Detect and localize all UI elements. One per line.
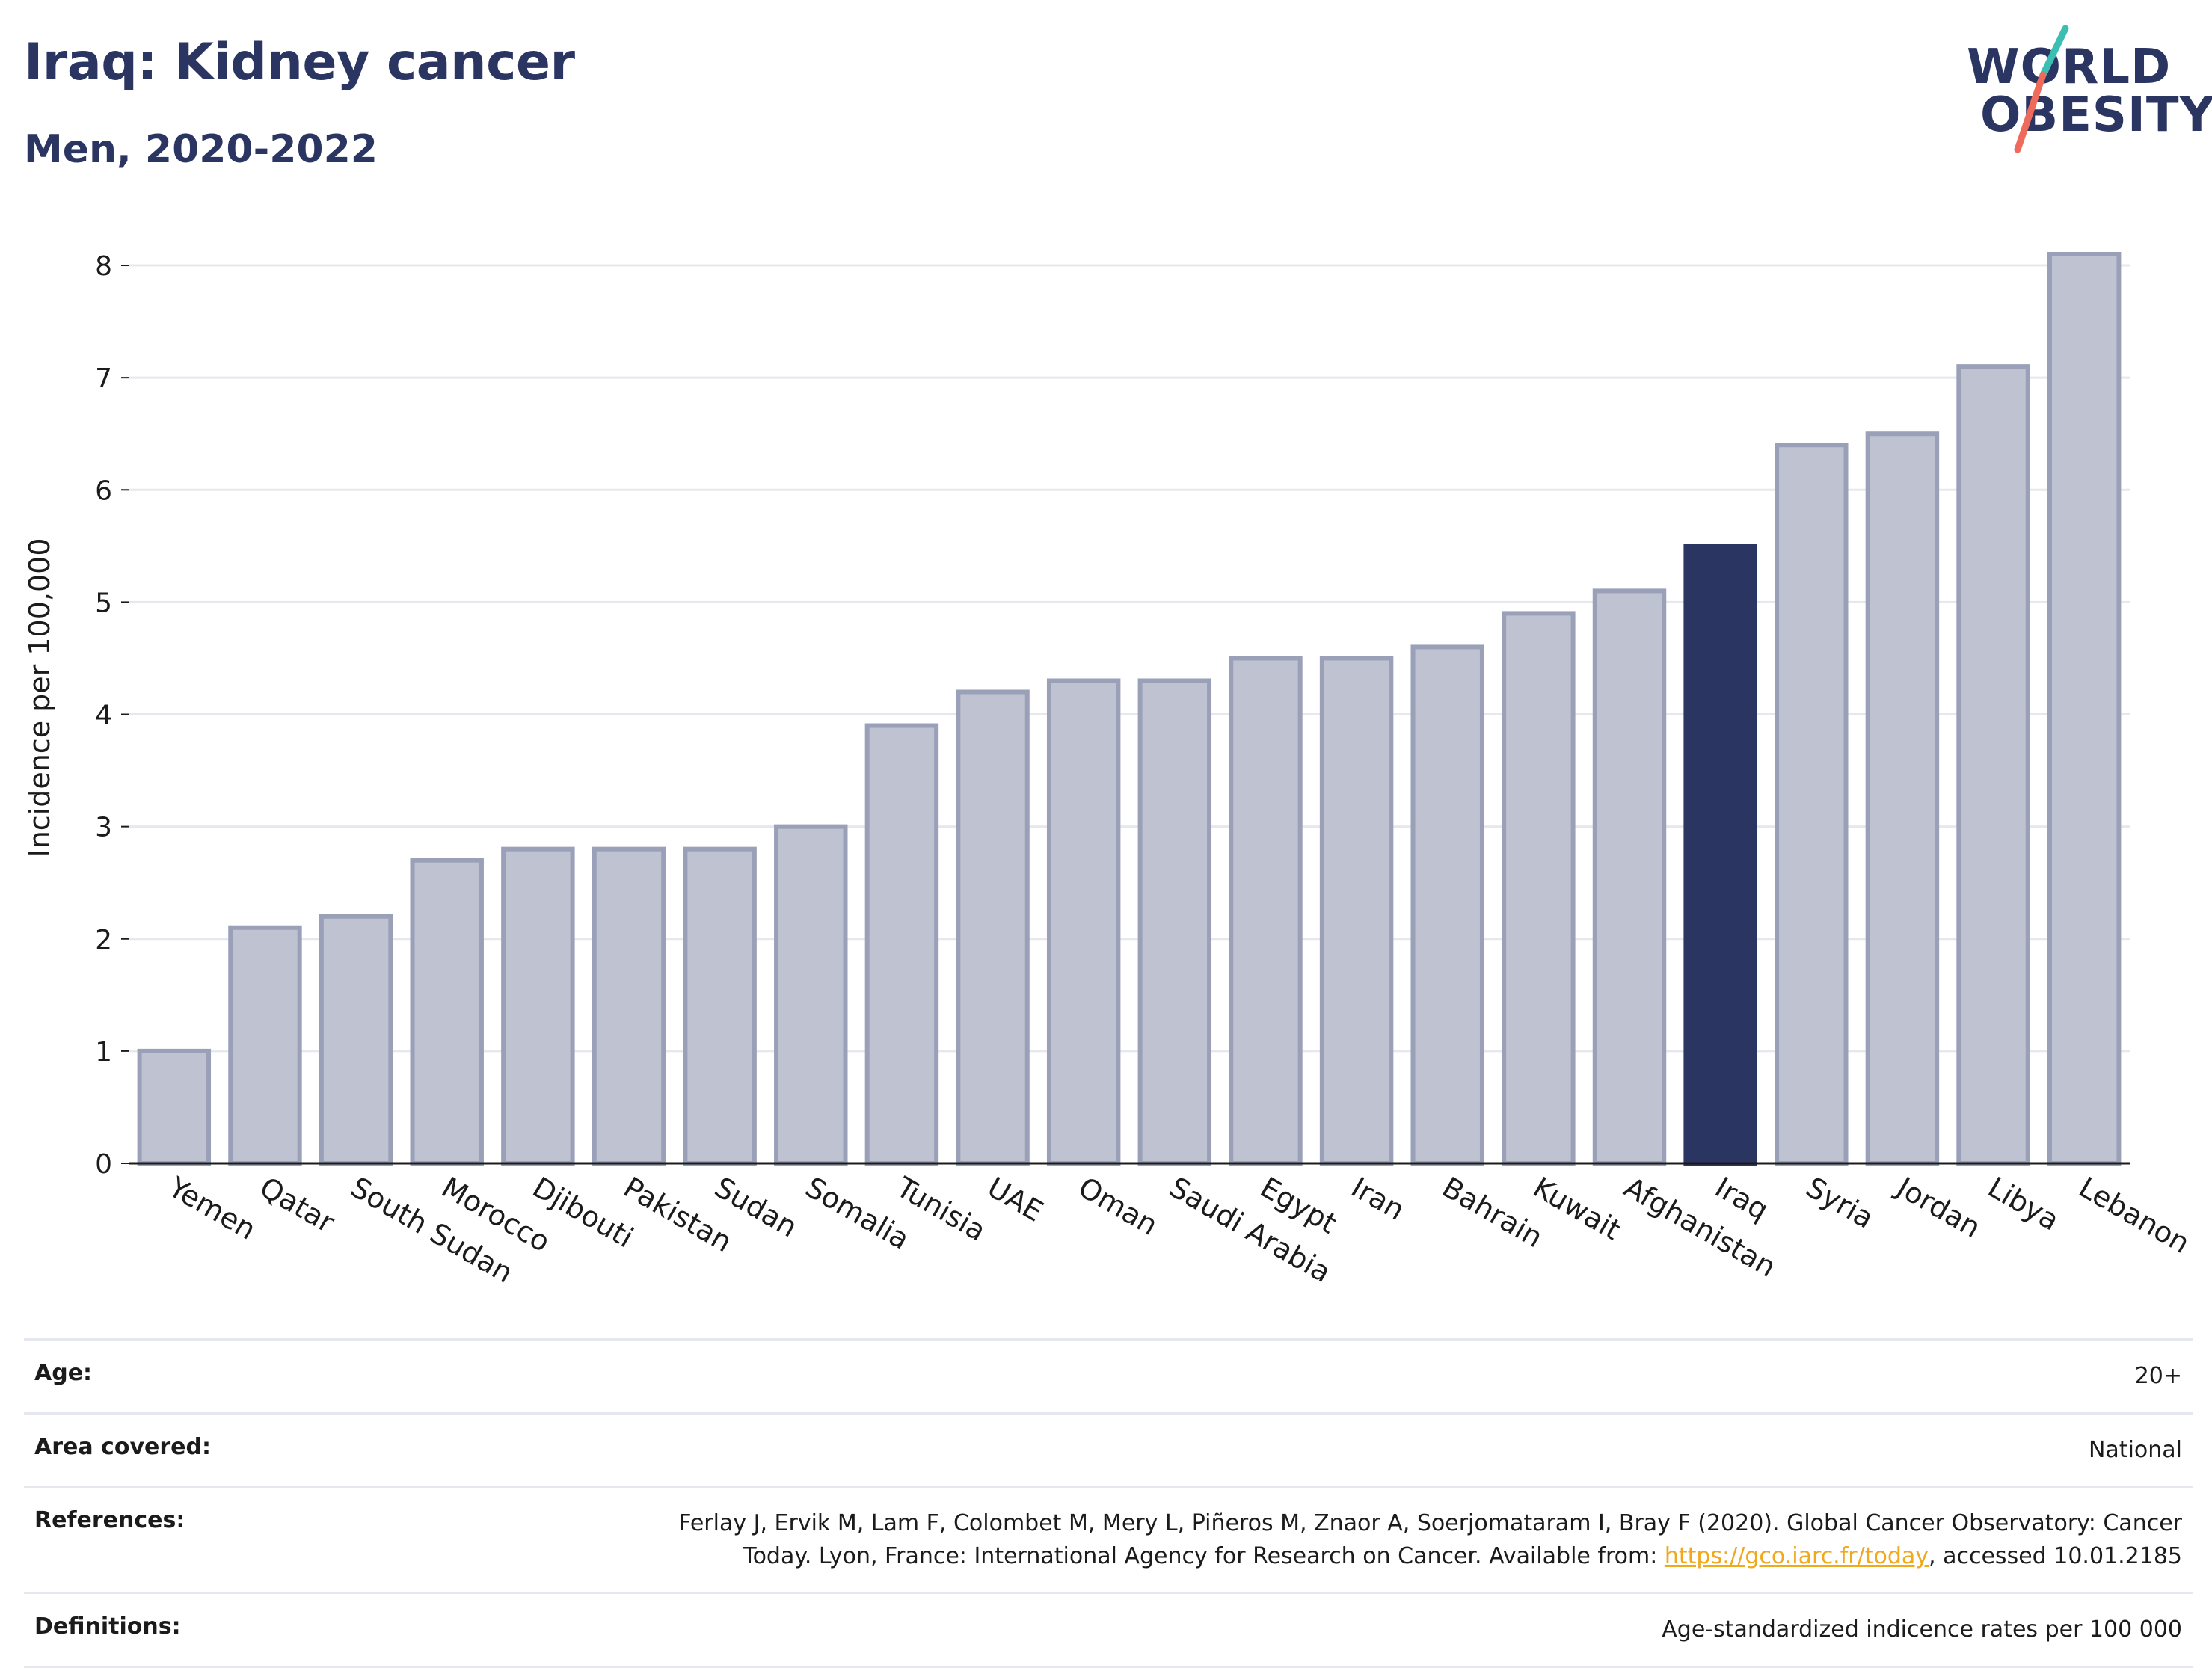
bar-somalia	[774, 824, 848, 1166]
bar-yemen	[137, 1048, 212, 1166]
bar-bahrain	[1410, 644, 1484, 1166]
x-tick-label: Bahrain	[1437, 1171, 1548, 1255]
bar-iran	[1319, 656, 1394, 1166]
definitions-value: Age-standardized indicence rates per 100…	[1662, 1616, 2182, 1643]
x-tick-label: Qatar	[254, 1171, 340, 1240]
area-value: National	[2088, 1436, 2182, 1463]
x-tick-label: Somalia	[800, 1171, 915, 1256]
bar-pakistan	[592, 846, 666, 1166]
bar-syria	[1775, 443, 1849, 1166]
bar-afghanistan	[1592, 588, 1667, 1166]
references-text: Ferlay J, Ervik M, Lam F, Colombet M, Me…	[678, 1510, 2182, 1569]
y-tick-label: 0	[95, 1149, 112, 1180]
y-tick-label: 7	[95, 363, 112, 394]
bar-libya	[1956, 364, 2030, 1166]
logo-word-world: WORLD	[1967, 40, 2172, 95]
bar-sudan	[683, 846, 757, 1166]
x-tick-label: UAE	[982, 1171, 1048, 1228]
x-tick-label: Yemen	[162, 1170, 261, 1246]
age-value: 20+	[2134, 1363, 2182, 1389]
bar-jordan	[1865, 431, 1940, 1166]
area-label: Area covered:	[34, 1433, 211, 1460]
definitions-label: Definitions:	[34, 1613, 181, 1640]
logo-word-obesity: OBESITY	[1980, 87, 2212, 143]
y-axis-label: Incidence per 100,000	[23, 538, 56, 857]
y-tick-label: 6	[95, 476, 112, 506]
bar-oman	[1046, 678, 1121, 1166]
x-tick-label: Syria	[1801, 1171, 1879, 1235]
bar-saudi-arabia	[1137, 678, 1212, 1166]
references-value: Ferlay J, Ervik M, Lam F, Colombet M, Me…	[612, 1507, 2182, 1572]
bar-south-sudan	[319, 914, 393, 1166]
bar-lebanon	[2047, 252, 2122, 1166]
bar-kuwait	[1502, 611, 1576, 1166]
x-tick-label: Iran	[1346, 1171, 1410, 1227]
y-tick-label: 5	[95, 588, 112, 618]
x-tick-label: Lebanon	[2074, 1171, 2196, 1260]
bar-tunisia	[864, 723, 939, 1166]
logo-slash-icon	[2014, 25, 2069, 153]
bar-iraq	[1683, 544, 1757, 1166]
info-row-definitions: Definitions: Age-standardized indicence …	[24, 1592, 2193, 1668]
references-label: References:	[34, 1507, 185, 1533]
info-row-age: Age: 20+	[24, 1338, 2193, 1412]
info-table: Age: 20+ Area covered: National Referenc…	[24, 1338, 2193, 1668]
info-row-area: Area covered: National	[24, 1412, 2193, 1486]
bar-uae	[956, 689, 1030, 1166]
bar-morocco	[410, 858, 484, 1166]
x-tick-label: Afghanistan	[1619, 1171, 1782, 1284]
bar-djibouti	[501, 846, 575, 1166]
bar-qatar	[228, 925, 302, 1166]
world-obesity-logo: WORLD OBESITY	[1959, 22, 2212, 157]
chart-title: Iraq: Kidney cancer	[24, 33, 575, 92]
info-row-references: References: Ferlay J, Ervik M, Lam F, Co…	[24, 1486, 2193, 1592]
bar-egypt	[1229, 656, 1303, 1166]
y-tick-label: 2	[95, 925, 112, 955]
age-label: Age:	[34, 1360, 93, 1386]
x-tick-label: Jordan	[1890, 1170, 1986, 1245]
x-tick-label: Oman	[1073, 1171, 1164, 1242]
references-link[interactable]: https://gco.iarc.fr/today	[1664, 1542, 1929, 1569]
bars	[137, 252, 2122, 1166]
y-tick-label: 3	[95, 813, 112, 843]
chart-subtitle: Men, 2020-2022	[24, 127, 378, 172]
x-tick-label: Libya	[1982, 1171, 2065, 1237]
y-tick-label: 4	[95, 701, 112, 731]
y-tick-label: 8	[95, 251, 112, 282]
y-tick-label: 1	[95, 1037, 112, 1068]
references-suffix: , accessed 10.01.2185	[1929, 1542, 2182, 1569]
